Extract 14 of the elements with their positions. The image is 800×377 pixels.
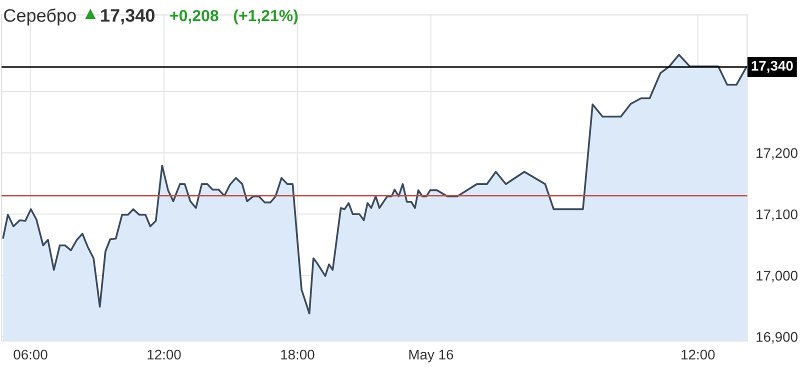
y-tick-label: 17,100 <box>756 209 798 221</box>
x-tick-label: 18:00 <box>281 350 314 360</box>
x-tick-label: 12:00 <box>148 350 181 360</box>
y-tick-label: 17,000 <box>756 270 798 282</box>
annotation: +0,208 <box>170 10 218 24</box>
x-tick-label: May 16 <box>409 350 454 362</box>
y-tick-label: 17,200 <box>756 148 798 160</box>
x-tick-label: 06:00 <box>14 350 48 360</box>
annotation: (+1,21%) <box>234 10 298 24</box>
chart-title: Серебро <box>4 8 76 26</box>
x-tick-label: 12:00 <box>682 350 715 360</box>
y-tick-label: 16,900 <box>756 332 798 344</box>
ref-line-label: 17,340 <box>752 60 793 73</box>
annotation: 17,340 <box>101 9 154 24</box>
